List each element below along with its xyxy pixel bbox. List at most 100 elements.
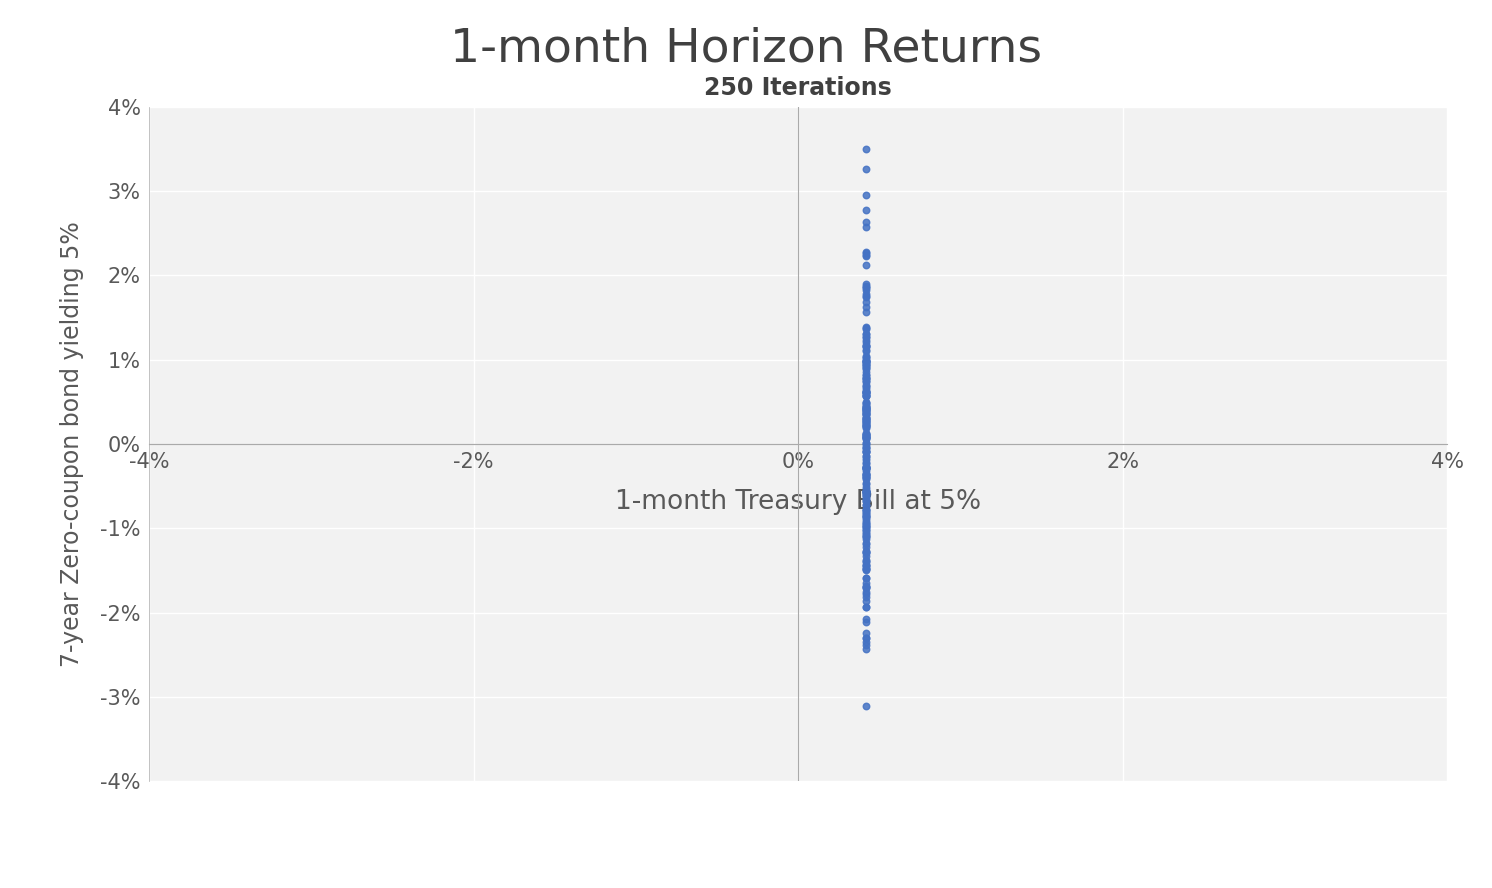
Point — [853, 436, 877, 450]
Point — [853, 440, 877, 455]
Point — [853, 358, 877, 372]
Point — [853, 431, 877, 445]
Point — [853, 510, 877, 524]
Point — [853, 545, 877, 559]
Point — [853, 579, 877, 593]
Point — [853, 432, 877, 447]
Point — [853, 498, 877, 512]
Point — [853, 248, 877, 262]
Point — [853, 410, 877, 424]
Point — [853, 405, 877, 419]
Point — [853, 471, 877, 485]
Point — [853, 385, 877, 399]
Point — [853, 508, 877, 522]
Point — [853, 339, 877, 353]
Point — [853, 329, 877, 344]
Point — [853, 428, 877, 442]
Point — [853, 503, 877, 517]
Point — [853, 385, 877, 399]
Point — [853, 385, 877, 399]
Point — [853, 638, 877, 653]
Point — [853, 482, 877, 496]
Point — [853, 321, 877, 336]
Point — [853, 461, 877, 475]
Point — [853, 464, 877, 478]
Point — [853, 580, 877, 594]
Point — [853, 539, 877, 553]
Point — [853, 400, 877, 415]
Point — [853, 505, 877, 519]
Point — [853, 375, 877, 389]
Point — [853, 338, 877, 353]
Point — [853, 377, 877, 392]
Point — [853, 414, 877, 428]
Point — [853, 417, 877, 432]
Point — [853, 530, 877, 544]
Point — [853, 427, 877, 441]
Point — [853, 599, 877, 614]
Point — [853, 418, 877, 432]
Point — [853, 299, 877, 313]
Point — [853, 328, 877, 342]
Point — [853, 330, 877, 345]
Point — [853, 461, 877, 475]
Point — [853, 418, 877, 432]
Point — [853, 503, 877, 518]
Point — [853, 515, 877, 529]
Point — [853, 419, 877, 433]
Point — [853, 581, 877, 595]
Point — [853, 402, 877, 416]
Point — [853, 258, 877, 273]
Point — [853, 289, 877, 304]
Point — [853, 571, 877, 585]
Point — [853, 492, 877, 506]
Point — [853, 467, 877, 481]
Point — [853, 414, 877, 428]
Point — [853, 425, 877, 440]
Point — [853, 451, 877, 465]
Point — [853, 162, 877, 176]
Point — [853, 410, 877, 424]
Point — [853, 555, 877, 569]
Point — [853, 402, 877, 416]
Point — [853, 562, 877, 576]
Point — [853, 408, 877, 422]
Point — [853, 485, 877, 499]
Point — [853, 535, 877, 550]
Point — [853, 386, 877, 400]
Point — [853, 580, 877, 594]
Point — [853, 552, 877, 567]
Point — [853, 400, 877, 415]
Point — [853, 489, 877, 503]
Point — [853, 544, 877, 559]
Point — [853, 523, 877, 537]
Point — [853, 630, 877, 645]
Point — [853, 295, 877, 309]
Point — [853, 350, 877, 364]
Point — [853, 466, 877, 480]
Point — [853, 354, 877, 369]
Point — [853, 370, 877, 385]
Point — [853, 594, 877, 608]
Point — [853, 486, 877, 500]
Point — [853, 559, 877, 573]
Point — [853, 354, 877, 369]
Point — [853, 389, 877, 403]
Point — [853, 407, 877, 421]
Point — [853, 484, 877, 498]
Point — [853, 396, 877, 410]
Point — [853, 524, 877, 538]
Point — [853, 415, 877, 429]
Point — [853, 353, 877, 368]
Point — [853, 485, 877, 499]
Point — [853, 382, 877, 396]
Point — [853, 462, 877, 476]
Point — [853, 626, 877, 640]
Point — [853, 444, 877, 458]
Point — [853, 202, 877, 217]
Point — [853, 380, 877, 394]
Point — [853, 389, 877, 403]
Point — [853, 412, 877, 426]
Point — [853, 513, 877, 527]
Title: 250 Iterations: 250 Iterations — [704, 76, 892, 100]
